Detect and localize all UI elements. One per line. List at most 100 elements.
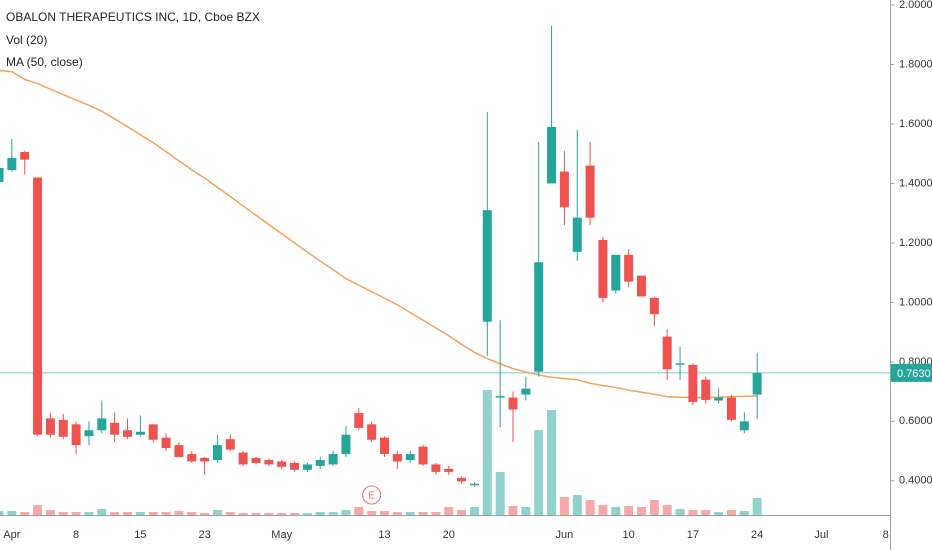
candle-body [469,483,479,486]
volume-bar [739,511,749,515]
candle-body [354,413,364,428]
candle-body [187,454,197,462]
volume-bar [701,510,711,515]
candle-body [392,454,402,462]
volume-bar [0,511,4,515]
candle-body [7,157,17,171]
candle-body [752,372,762,395]
volume-bar [457,510,467,515]
volume-bar [392,512,402,515]
ma-line [0,69,758,399]
candle-body [521,388,531,395]
volume-bar [726,510,736,515]
candle-body [457,477,467,482]
volume-bar [521,507,531,515]
candle-body [559,171,569,208]
volume-bar [547,410,557,515]
candle-body [701,379,711,400]
last-price-tag [891,363,932,382]
x-tick-label: Apr [3,529,20,541]
y-tick-label: 1.2000 [899,237,932,249]
volume-bar [302,513,312,515]
volume-bar [444,507,454,515]
candle-body [71,424,81,446]
candle-body [161,437,171,449]
candle-body [84,430,94,437]
volume-bar [290,513,300,515]
candle-body [45,418,55,435]
x-tick-label: 17 [687,529,699,541]
chart-title: OBALON THERAPEUTICS INC, 1D, Cboe BZX [6,10,260,24]
volume-bar [20,512,30,515]
x-tick-label: 10 [623,529,635,541]
volume-bar [585,500,595,515]
candle-body [624,254,634,282]
x-tick-label: Jun [556,529,574,541]
volume-bar [611,507,621,515]
volume-bar [598,505,608,515]
volume-bar [495,472,505,515]
candle-body [97,418,107,431]
x-tick-label: May [271,529,292,541]
candle-body [174,445,184,458]
candle-body [380,437,389,455]
candle-body [482,210,492,322]
volume-bar [33,505,43,515]
volume-bar [662,505,672,515]
volume-bar [315,512,325,515]
x-tick-label: 8 [73,529,79,541]
volume-bar [71,512,81,515]
volume-bar [469,507,479,515]
candle-body [58,419,68,437]
volume-bar [559,497,569,515]
x-tick-label: 13 [378,529,390,541]
candle-body [251,457,261,463]
x-tick-label: 24 [751,529,763,541]
candle-body [302,464,312,470]
candle-body [572,217,582,252]
volume-bar [714,512,724,515]
y-tick-label: 1.8000 [899,58,932,70]
volume-bar [148,512,158,515]
candle-body [238,452,248,465]
volume-bar [572,495,582,515]
plot-area: E [0,25,890,515]
candle-body [405,454,415,460]
volume-bar [431,512,441,515]
y-tick-label: 1.0000 [899,296,932,308]
candle-body [675,363,685,365]
x-tick-label: 8 [883,529,889,541]
y-tick-label: 1.4000 [899,177,932,189]
volume-bar [405,512,415,515]
volume-bar [200,513,210,515]
volume-bar [637,507,646,515]
volume-bar [238,513,248,515]
volume-bar [367,511,377,515]
x-tick-label: 23 [198,529,210,541]
volume-bar [624,506,634,515]
volume-bar [225,512,235,515]
candle-body [341,434,351,455]
volume-bar [482,390,492,515]
candle-body [688,364,698,403]
volume-bar [110,512,120,515]
candle-body [315,459,325,466]
y-tick-label: 1.6000 [899,118,932,130]
last-price-label: 0.7630 [897,368,931,380]
candle-body [547,126,557,184]
volume-bar [534,430,544,515]
volume-bar [688,510,698,515]
candle-body [508,397,518,410]
candle-body [200,457,210,462]
candle-body [264,459,274,465]
volume-bar [45,510,55,515]
candle-body [662,336,672,370]
candle-body [20,151,30,160]
y-tick-label: 2.0000 [899,0,932,11]
volume-bar [7,511,17,515]
candle-body [290,462,300,470]
candle-body [534,262,544,372]
volume-bar [212,510,222,515]
